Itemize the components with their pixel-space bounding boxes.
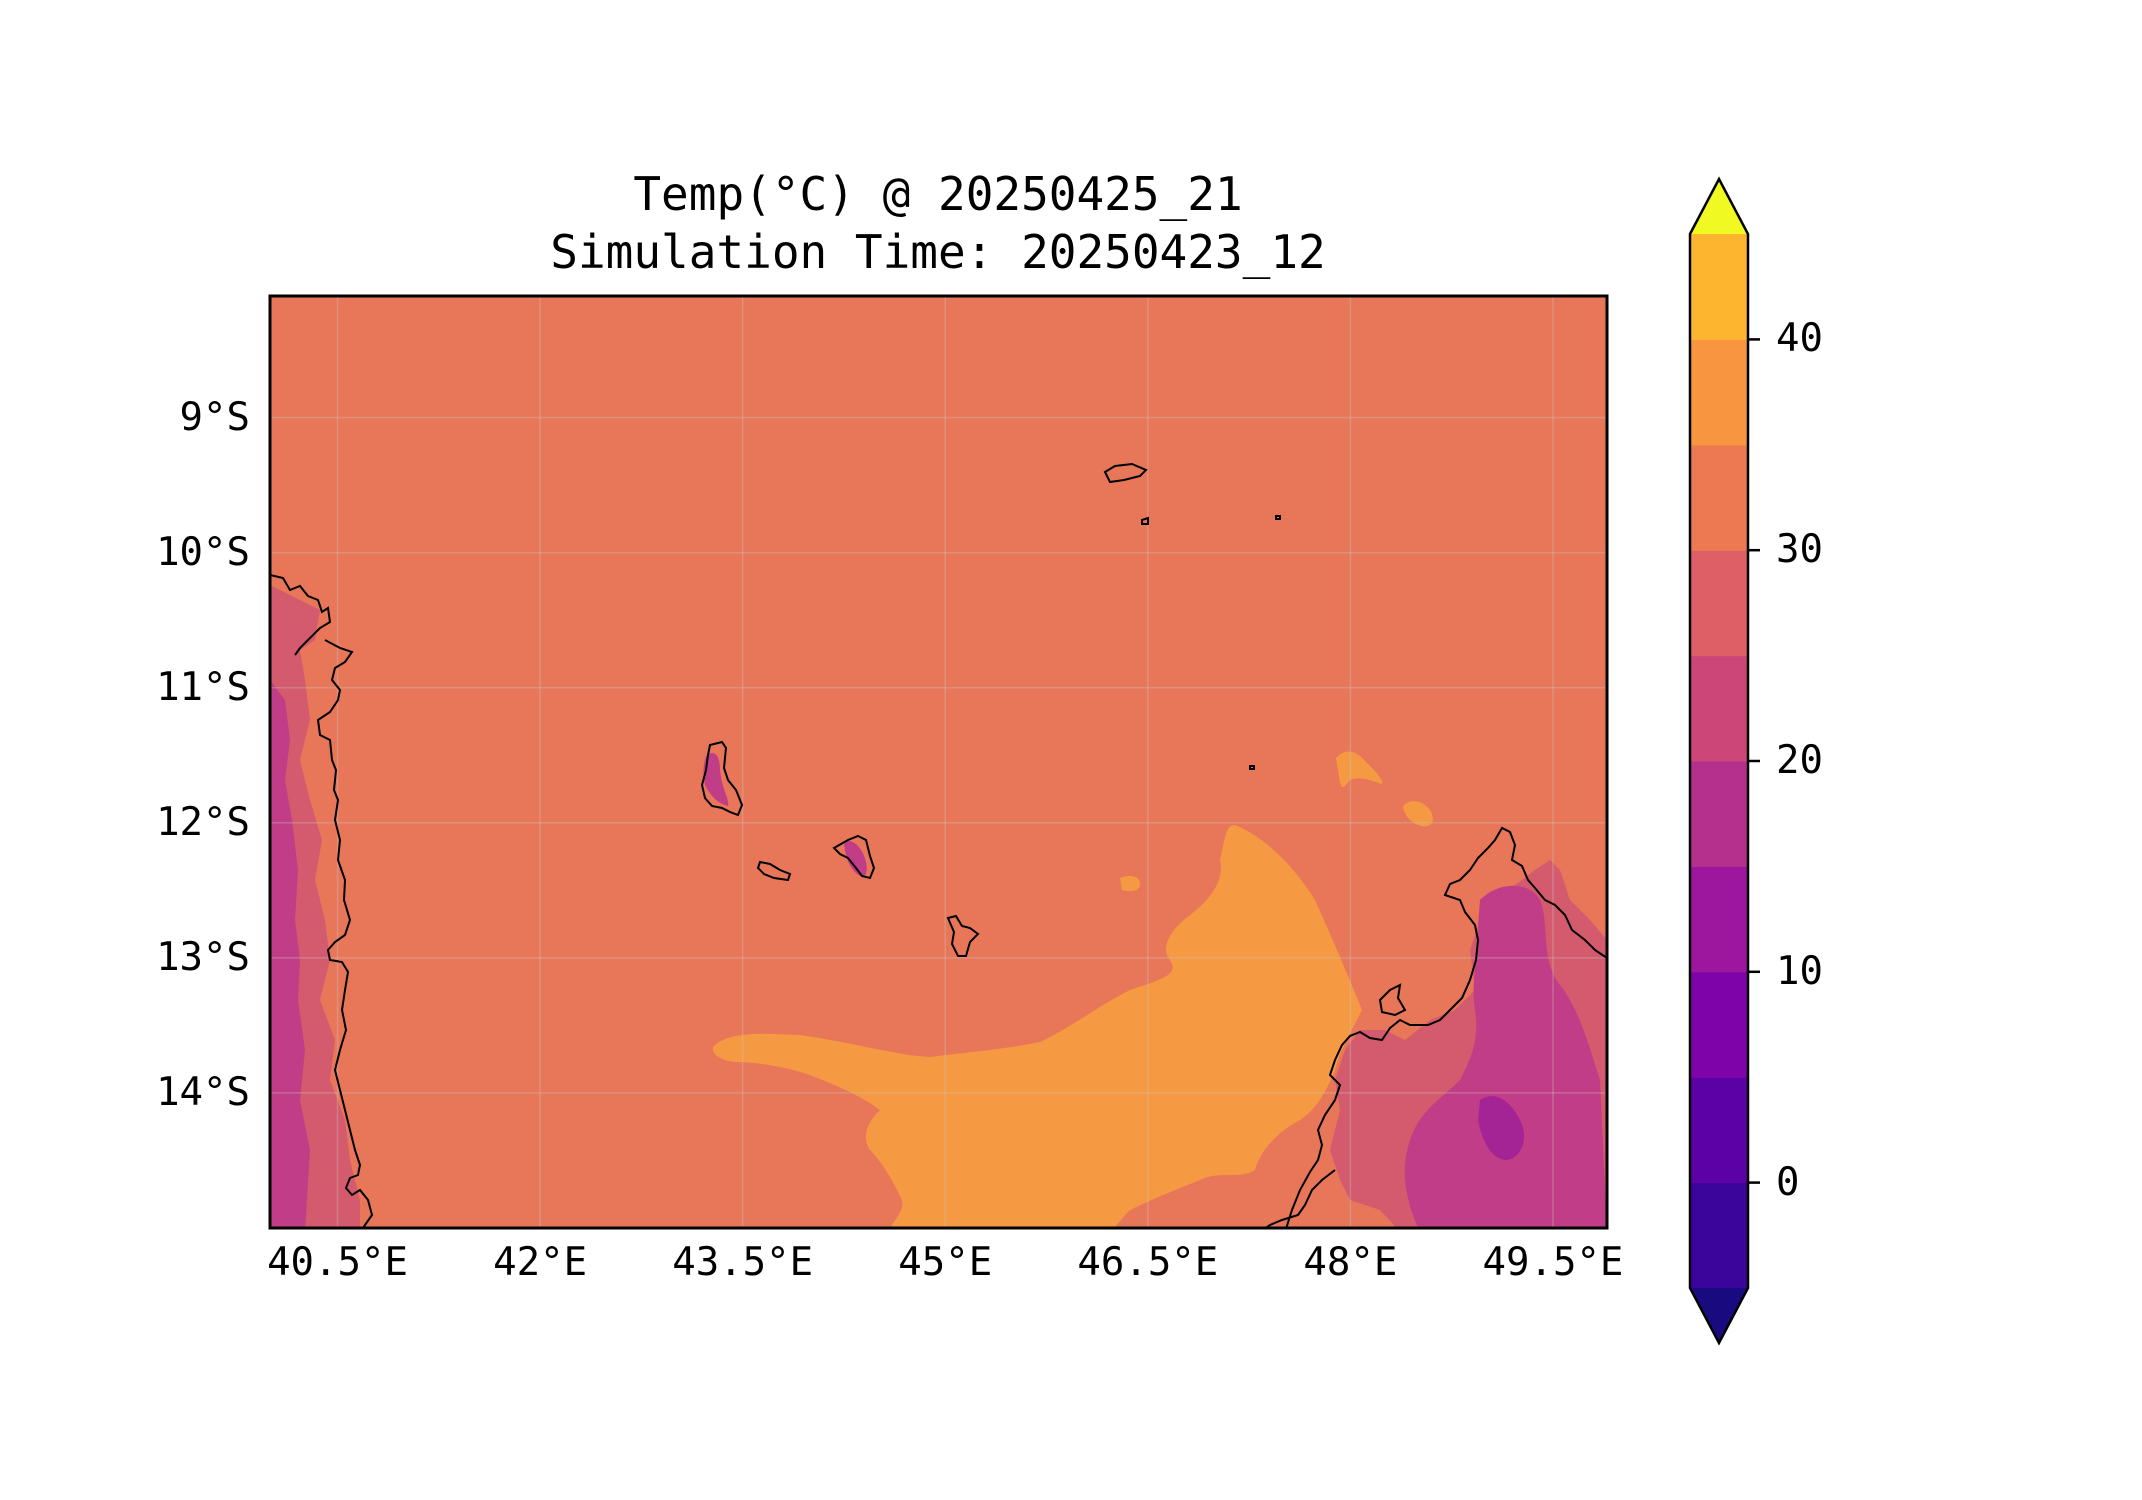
- colorbar-tick-label: 40: [1776, 316, 1823, 362]
- colorbar-segment: [1690, 444, 1748, 551]
- colorbar-segment: [1690, 234, 1748, 340]
- islet-3: [1249, 765, 1255, 770]
- temperature-field: [270, 296, 1607, 1228]
- warm-patch-east: [1403, 801, 1433, 827]
- lon-tick-label: 43.5°E: [672, 1240, 814, 1285]
- islet-1: [1141, 516, 1149, 525]
- warm-patch-north: [1336, 751, 1383, 788]
- colorbar-segment: [1690, 971, 1748, 1078]
- chart-subtitle: Simulation Time: 20250423_12: [550, 225, 1326, 279]
- west-coastline: [270, 574, 374, 1228]
- east-coastline: [1263, 826, 1607, 1228]
- glorieuses-outline: [1103, 462, 1148, 484]
- lon-tick-label: 45°E: [898, 1240, 993, 1285]
- east-land-cooler-region: [1404, 885, 1607, 1228]
- colorbar-outline: [1688, 176, 1750, 1346]
- colorbar-over-arrow: [1690, 179, 1748, 234]
- lon-tick-label: 42°E: [493, 1240, 588, 1285]
- mayotte-island-cool: [844, 840, 867, 877]
- anjouan-outline: [832, 834, 876, 880]
- warm-patch-small: [1120, 876, 1140, 892]
- lon-tick-label: 46.5°E: [1077, 1240, 1219, 1285]
- grande-comore-outline: [700, 740, 744, 817]
- lat-tick-label: 9°S: [179, 394, 250, 440]
- gridlines: [270, 296, 1607, 1228]
- warm-region-contour: [713, 825, 1362, 1228]
- coastlines: [270, 462, 1607, 1228]
- map-frame: [268, 294, 1609, 1230]
- colorbar-segment: [1690, 339, 1748, 446]
- colorbar-under-arrow: [1690, 1288, 1748, 1343]
- colorbar-segment: [1690, 866, 1748, 973]
- colorbar-tick-label: 20: [1776, 738, 1823, 783]
- lat-tick-label: 14°S: [156, 1069, 250, 1115]
- comoros-island-cool: [703, 752, 729, 806]
- colorbar-segment: [1690, 655, 1748, 762]
- lat-tick-label: 11°S: [156, 664, 250, 710]
- lat-tick-label: 12°S: [156, 799, 250, 845]
- lat-tick-label: 10°S: [156, 529, 250, 575]
- colorbar-tick-label: 30: [1776, 527, 1823, 573]
- colorbar-segment: [1690, 1077, 1748, 1184]
- colorbar: [1688, 176, 1760, 1346]
- lon-tick-label: 49.5°E: [1482, 1240, 1624, 1285]
- colorbar-segment: [1690, 550, 1748, 657]
- chart-title: Temp(°C) @ 20250425_21: [633, 167, 1243, 221]
- colorbar-segment: [1690, 761, 1748, 867]
- lon-tick-label: 40.5°E: [267, 1240, 408, 1285]
- colorbar-tick-label: 10: [1776, 948, 1823, 994]
- east-land-coolest-region: [1478, 1096, 1525, 1160]
- mayotte-outline: [946, 914, 980, 957]
- islet-2: [1275, 515, 1281, 520]
- west-land-cooler-region: [270, 680, 310, 1228]
- moheli-outline: [756, 860, 792, 882]
- colorbar-tick-label: 0: [1776, 1159, 1800, 1205]
- lat-tick-label: 13°S: [156, 934, 250, 980]
- colorbar-segment: [1690, 1182, 1748, 1289]
- lon-tick-label: 48°E: [1303, 1240, 1398, 1285]
